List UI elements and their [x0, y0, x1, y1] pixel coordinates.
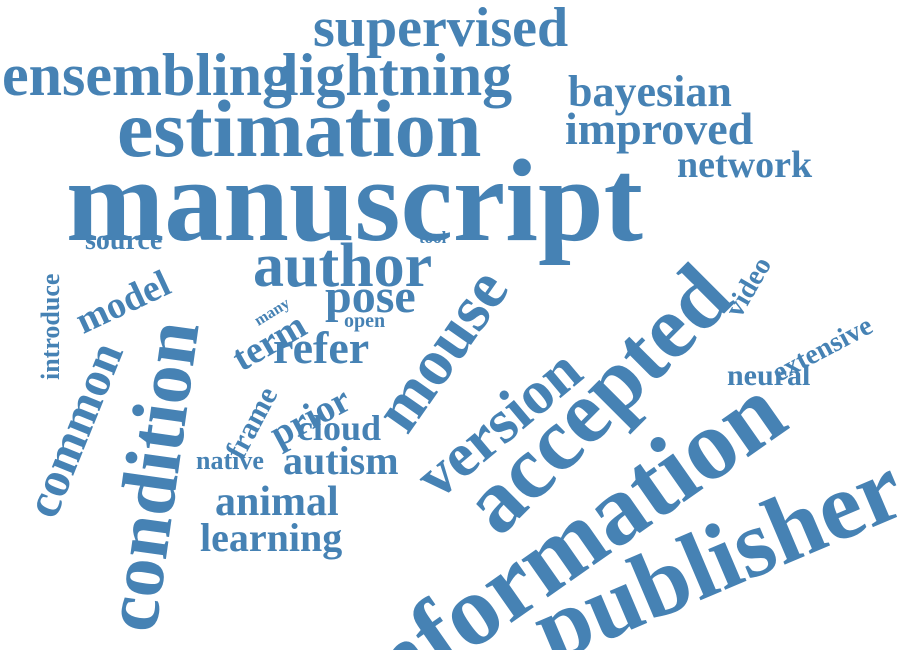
word-introduce: introduce [36, 273, 65, 380]
word-author: author [253, 232, 433, 300]
word-pose: pose [325, 270, 416, 323]
word-improved: improved [565, 103, 754, 154]
word-refer: refer [273, 322, 370, 373]
word-ensembling: ensembling [2, 42, 293, 108]
word-neural: neural [727, 359, 811, 392]
word-native: native [196, 446, 264, 475]
word-tool: tool [419, 228, 447, 247]
word-learning: learning [200, 515, 343, 560]
word-video: video [719, 251, 779, 323]
word-network: network [677, 144, 813, 186]
word-autism: autism [283, 438, 399, 483]
word-supervised: supervised [313, 0, 569, 59]
word-manuscript: manuscript [66, 135, 643, 266]
word-bayesian: bayesian [568, 67, 732, 116]
word-source: source [85, 225, 163, 256]
word-estimation: estimation [117, 83, 482, 174]
word-animal: animal [215, 479, 339, 525]
word-cloud: cloud [297, 408, 382, 448]
word-extensive: extensive [767, 310, 878, 389]
word-open: open [344, 310, 386, 332]
word-lightning: lightning [282, 42, 513, 108]
